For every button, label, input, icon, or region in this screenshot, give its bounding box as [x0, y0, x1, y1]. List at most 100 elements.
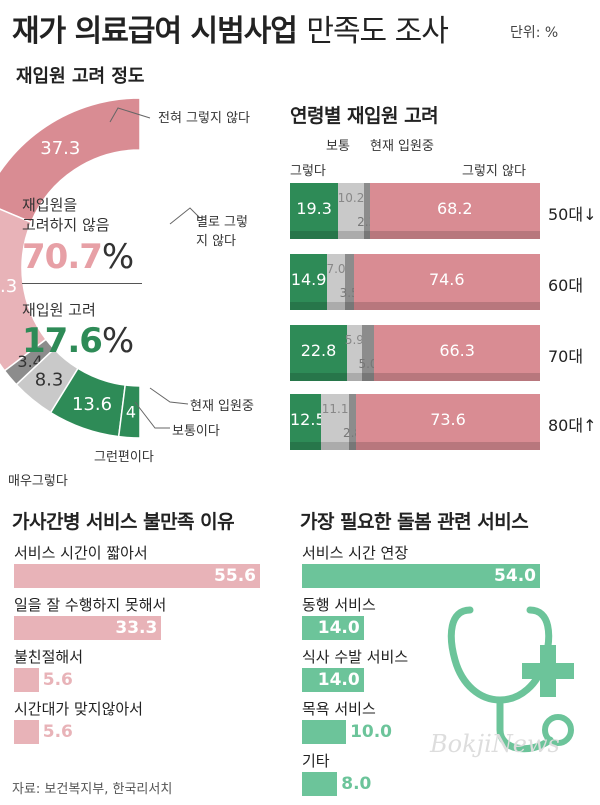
donut-leader-line-2	[149, 387, 189, 405]
bar	[302, 720, 347, 744]
bar-category-label: 서비스 시간이 짧아서	[14, 544, 148, 562]
bar	[302, 564, 540, 588]
age-bar-segment-shade	[290, 302, 328, 310]
bar	[302, 668, 364, 692]
bar-value: 5.6	[42, 670, 73, 690]
bar	[302, 772, 338, 796]
bar-value: 54.0	[494, 566, 536, 586]
age-bar-value: 11.1	[321, 402, 349, 416]
bar-category-label: 기타	[302, 752, 330, 770]
summary-consider-value: 17.6%	[22, 321, 134, 361]
age-legend-neutral: 보통	[326, 139, 350, 154]
donut-leader-line-1	[169, 207, 201, 225]
age-bar-segment	[321, 394, 349, 450]
bar-value: 33.3	[115, 618, 158, 638]
age-bar-value: 10.2	[337, 191, 365, 205]
age-bar-value: 22.8	[300, 341, 337, 360]
age-category-label: 60대	[548, 276, 584, 295]
bar-category-label: 시간대가 맞지않아서	[14, 700, 143, 718]
summary-not-consider-line-1: 재입원을	[22, 196, 78, 214]
age-bar-segment-shade	[321, 442, 349, 450]
summary-consider-label: 재입원 고려	[22, 301, 96, 319]
donut-label-4: 그런편이다	[94, 450, 154, 465]
donut-value-0: 37.3	[40, 138, 80, 159]
age-bar-segment-shade	[290, 373, 347, 381]
age-bar-value: 7.0	[326, 262, 346, 276]
bar	[14, 616, 162, 640]
age-category-label: 50대↓	[548, 205, 597, 224]
bar	[14, 720, 39, 744]
donut-label-2: 현재 입원중	[190, 399, 254, 414]
age-bar-value: 5.0	[358, 357, 378, 371]
age-bar-segment	[290, 325, 347, 381]
age-bar-segment	[356, 394, 540, 450]
age-bar-segment-shade	[356, 442, 540, 450]
stethoscope-icon	[447, 606, 574, 753]
age-bar-segment-shade	[349, 442, 356, 450]
age-bar-segment	[347, 325, 362, 381]
age-bar-value: 66.3	[439, 341, 475, 360]
bar	[14, 668, 39, 692]
summary-not-consider-number: 70.7	[22, 237, 103, 277]
donut-value-4: 13.6	[72, 394, 112, 415]
age-bar-value: 14.9	[290, 270, 327, 289]
age-bar-segment	[363, 183, 370, 239]
bar-category-label: 일을 잘 수행하지 못해서	[14, 596, 167, 614]
age-bar-value: 68.2	[436, 199, 473, 218]
bar	[302, 616, 364, 640]
donut-leader-line-3	[134, 401, 170, 429]
age-bar-value: 5.9	[344, 333, 364, 347]
age-legend-hospitalized: 현재 입원중	[370, 139, 434, 154]
age-bar-segment-shade	[344, 302, 354, 310]
age-bar-segment-shade	[327, 302, 345, 310]
age-bar-segment	[369, 183, 540, 239]
donut-value-3: 8.3	[35, 370, 64, 391]
donut-slice-5	[117, 384, 141, 439]
bar-category-label: 목욕 서비스	[302, 700, 376, 718]
age-bar-value: 19.3	[296, 199, 332, 218]
bar	[14, 564, 260, 588]
dissatisfaction-section-title: 가사간병 서비스 불만족 이유	[12, 511, 235, 533]
summary-not-consider-value: 70.7%	[22, 237, 134, 277]
summary-consider-unit: %	[101, 321, 134, 361]
reconsider-donut-chart: 37.333.33.48.313.64	[0, 97, 201, 439]
age-legend-no: 그렇지 않다	[462, 164, 526, 179]
age-bar-segment	[338, 183, 364, 239]
age-bar-segment	[290, 394, 322, 450]
age-bar-segment	[353, 254, 540, 310]
age-bar-segment-shade	[290, 442, 322, 450]
age-bar-segment-shade	[363, 231, 370, 239]
age-bar-segment	[349, 394, 356, 450]
reconsider-section-title: 재입원 고려 정도	[16, 66, 145, 87]
bar-value: 14.0	[317, 670, 360, 690]
age-category-label: 70대	[548, 347, 584, 366]
summary-not-consider-line-2: 고려하지 않음	[22, 216, 110, 234]
age-category-label: 80대↑	[548, 416, 597, 435]
age-section-title: 연령별 재입원 고려	[290, 105, 439, 127]
bar-value: 8.0	[341, 774, 372, 794]
bar-category-label: 서비스 시간 연장	[302, 544, 409, 562]
bar-category-label: 동행 서비스	[302, 596, 376, 614]
donut-value-1: 33.3	[0, 276, 17, 297]
age-bar-segment-shade	[338, 231, 364, 239]
bar-value: 10.0	[350, 722, 393, 742]
age-bar-segment-shade	[361, 373, 375, 381]
bar-category-label: 불친절해서	[14, 648, 84, 666]
age-bar-value: 74.6	[428, 270, 465, 289]
bar-value: 55.6	[214, 566, 256, 586]
age-bar-segment	[374, 325, 540, 381]
age-bar-segment-shade	[353, 302, 540, 310]
summary-not-consider-label: 재입원을 고려하지 않음	[22, 195, 110, 235]
age-bar-segment	[344, 254, 354, 310]
donut-label-0: 전혀 그렇지 않다	[158, 111, 250, 126]
age-legend-yes: 그렇다	[290, 164, 326, 179]
age-bar-segment-shade	[347, 373, 362, 381]
donut-label-3: 보통이다	[172, 424, 220, 439]
donut-slice-0	[0, 97, 141, 224]
title-bold: 재가 의료급여 시범사업	[12, 14, 298, 49]
age-bar-segment	[290, 254, 328, 310]
summary-not-consider-unit: %	[101, 237, 134, 277]
watermark-logo: BokjiNews	[430, 730, 560, 758]
age-bar-segment	[361, 325, 375, 381]
page-title: 재가 의료급여 시범사업 만족도 조사	[12, 6, 449, 50]
